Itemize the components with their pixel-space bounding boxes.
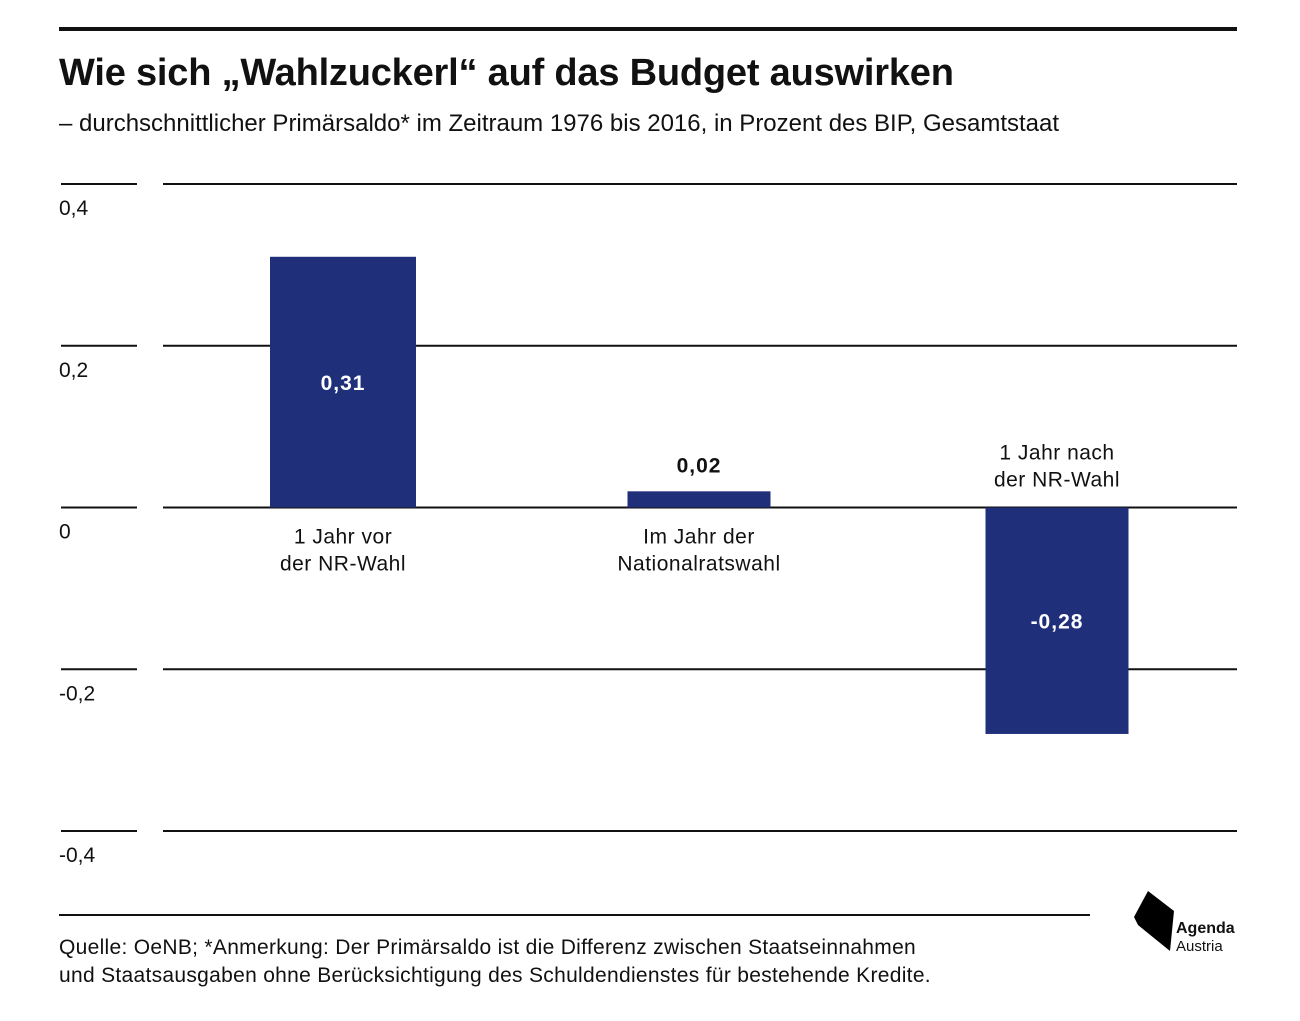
bar-labels: 0,31 1 Jahr vor der NR-Wahl 0,02 Im Jahr der…: [280, 372, 1120, 634]
chart-title: Wie sich „Wahlzuckerl“ auf das Budget au…: [59, 52, 954, 94]
category-label: der NR-Wahl: [280, 553, 406, 576]
category-label: Im Jahr der: [643, 526, 755, 549]
bars: [270, 256, 1129, 734]
data-label: 0,02: [677, 454, 722, 477]
y-tick-labels: 0,4 0,2 0 -0,2 -0,4: [59, 197, 96, 867]
category-label: der NR-Wahl: [994, 469, 1120, 492]
bar-chart: 0,4 0,2 0 -0,2 -0,4 0,31 1 Jahr vor der NR-Wah…: [59, 183, 1237, 867]
bottom-rule: [59, 914, 1090, 916]
y-tick-label: -0,2: [59, 682, 95, 705]
source-line-2: und Staatsausgaben ohne Berücksichtigung…: [59, 964, 931, 987]
logo-word-agenda: Agenda: [1176, 920, 1235, 937]
top-rule: [59, 27, 1237, 31]
bar: [985, 507, 1129, 734]
agenda-austria-logo-icon: [1134, 891, 1174, 951]
chart-subtitle: – durchschnittlicher Primärsaldo* im Zei…: [59, 110, 1060, 137]
source-note: Quelle: OeNB; *Anmerkung: Der Primärsald…: [59, 934, 931, 990]
y-tick-label: -0,4: [59, 844, 96, 867]
category-label: 1 Jahr nach: [999, 442, 1114, 465]
y-tick-label: 0: [59, 521, 71, 544]
category-label: Nationalratswahl: [617, 553, 780, 576]
agenda-austria-logo: Agenda Austria: [1134, 889, 1244, 955]
bar: [270, 256, 416, 508]
data-label: 0,31: [321, 372, 366, 395]
category-label: 1 Jahr vor: [294, 526, 392, 549]
y-tick-label: 0,4: [59, 197, 89, 220]
bar: [627, 491, 771, 508]
source-line-1: Quelle: OeNB; *Anmerkung: Der Primärsald…: [59, 936, 917, 959]
logo-word-austria: Austria: [1176, 938, 1223, 955]
y-tick-label: 0,2: [59, 359, 88, 382]
data-label: -0,28: [1031, 611, 1084, 634]
